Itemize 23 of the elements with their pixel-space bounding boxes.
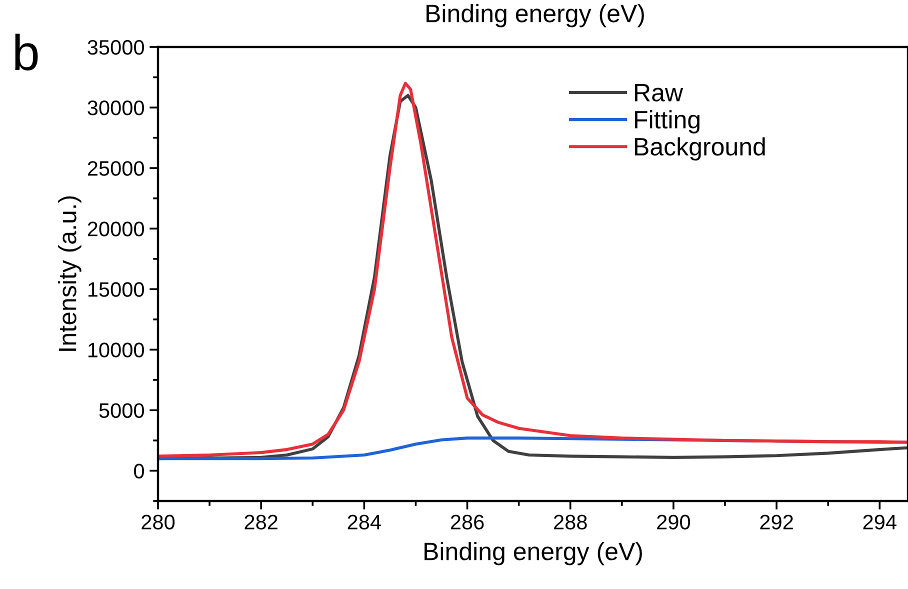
legend-label: Background [635,137,765,161]
x-axis-title: Binding energy (eV) [424,542,642,566]
x-tick-label: 294 [863,514,896,530]
text: Binding energy (eV) [426,4,644,28]
text: b [15,34,38,70]
x-tick-label: 282 [244,514,278,530]
x-tick-label: 288 [554,514,587,530]
y-tick-label: 10000 [88,342,144,358]
x-tick-label: 286 [450,514,484,530]
y-tick-label: 20000 [88,222,144,236]
y-tick-label: 25000 [88,161,144,176]
y-tick-label: 0 [134,464,144,478]
x-tick-label: 290 [657,514,690,530]
x-tick-label: 280 [142,514,175,530]
y-tick-label: 5000 [99,403,144,418]
y-tick-label: 35000 [88,40,144,55]
y-tick-label: 30000 [88,100,144,116]
y-axis-title: Intensity (a.u.) [58,196,82,351]
x-tick-label: 284 [348,514,381,530]
legend-label: Fitting [635,110,700,134]
legend-label: Raw [635,84,684,102]
x-tick-label: 292 [760,514,793,530]
y-tick-label: 15000 [88,282,144,297]
